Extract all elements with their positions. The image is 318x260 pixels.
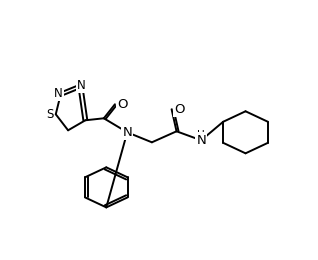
Text: N: N <box>122 126 132 139</box>
Text: H: H <box>197 130 205 140</box>
Text: N: N <box>196 134 206 147</box>
Text: O: O <box>117 98 128 111</box>
Text: S: S <box>46 108 53 121</box>
Text: O: O <box>175 103 185 116</box>
Text: N: N <box>54 87 63 100</box>
Text: N: N <box>77 79 86 92</box>
